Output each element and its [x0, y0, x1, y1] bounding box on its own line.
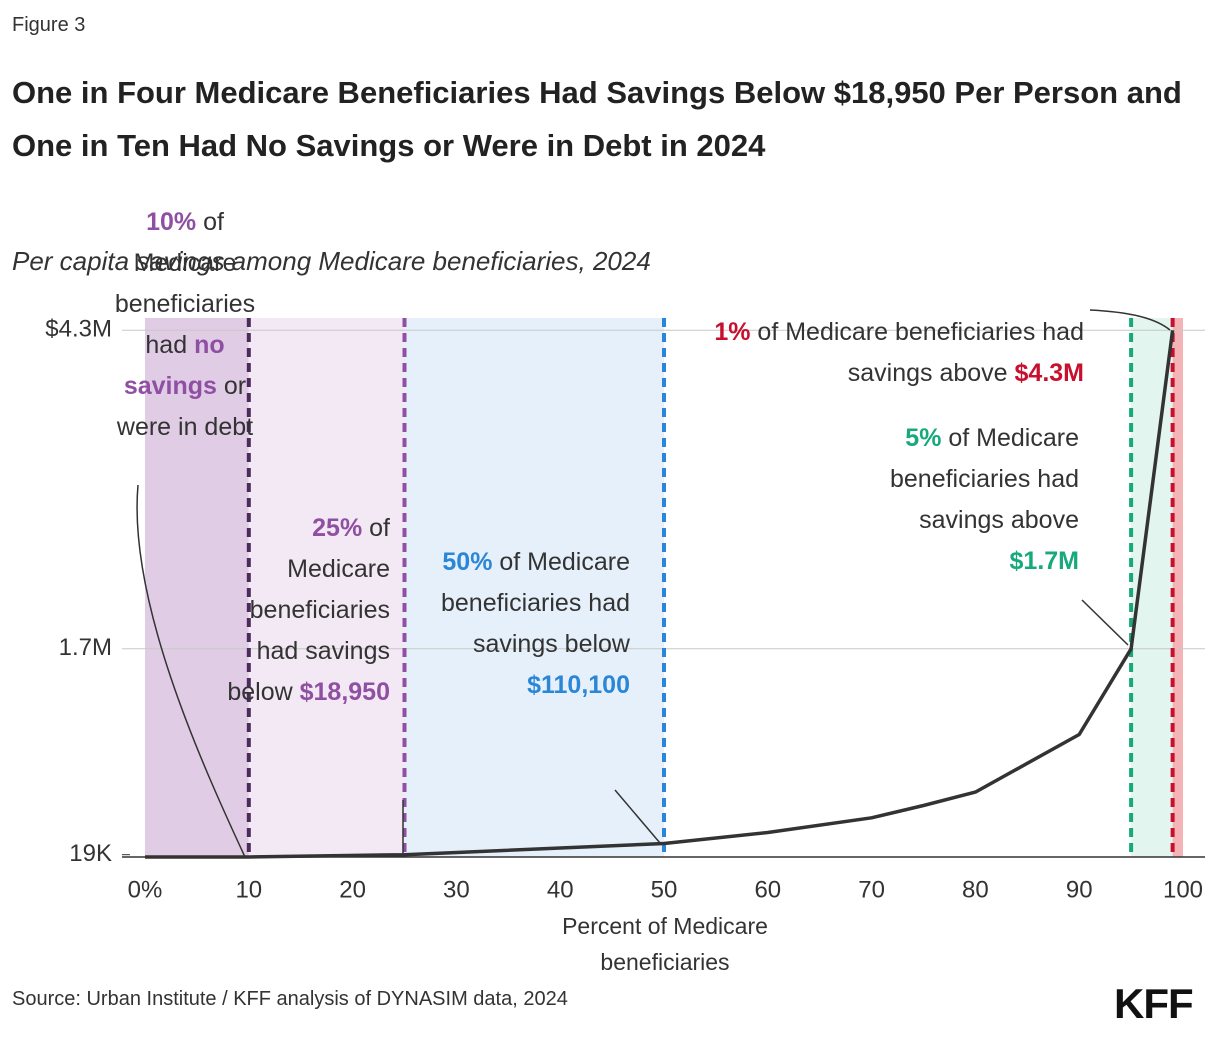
- annotation-highlight: 10%: [146, 208, 197, 236]
- leader-line: [1081, 599, 1129, 646]
- annotation-highlight: $1.7M: [1009, 547, 1079, 575]
- annotation-text: of Medicare beneficiaries had savings ab…: [889, 424, 1086, 534]
- x-tick-label: 70: [858, 876, 885, 903]
- annotation-highlight: $18,950: [299, 678, 390, 706]
- data-line: [145, 330, 1175, 859]
- shaded-band: [248, 318, 405, 857]
- source: Source: Urban Institute / KFF analysis o…: [12, 988, 568, 1010]
- leader-line: [614, 789, 661, 844]
- annotation-text: of Medicare beneficiaries had savings ab…: [750, 318, 1091, 387]
- annotation: 50% of Medicare beneficiaries had saving…: [425, 542, 630, 706]
- x-tick-label: 20: [339, 876, 366, 903]
- x-tick-label: 60: [754, 876, 781, 903]
- logo: KFF: [1114, 980, 1194, 1027]
- x-tick-label: 90: [1066, 876, 1093, 903]
- x-axis-label: Percent of Medicare beneficiaries: [562, 913, 768, 975]
- x-tick-label: 80: [962, 876, 989, 903]
- annotation: 5% of Medicare beneficiaries had savings…: [872, 418, 1079, 582]
- annotation-text: or were in debt: [116, 372, 254, 441]
- annotation-highlight: $110,100: [527, 671, 630, 699]
- leader-line: [136, 484, 246, 858]
- annotation-highlight: $4.3M: [1014, 359, 1084, 387]
- x-tick-label: 0%: [128, 876, 163, 903]
- annotation-text: of Medicare beneficiaries had savings be…: [227, 514, 397, 706]
- annotation: 10% of Medicare beneficiaries had no sav…: [100, 202, 270, 448]
- shaded-band: [145, 318, 249, 857]
- x-tick-label: 10: [235, 876, 262, 903]
- chart-subtitle: Per capita savings among Medicare benefi…: [12, 246, 651, 276]
- annotation: 25% of Medicare beneficiaries had saving…: [215, 508, 390, 713]
- annotation-text: of Medicare beneficiaries had: [114, 208, 263, 359]
- x-tick-label: 50: [651, 876, 678, 903]
- annotation-highlight: 5%: [905, 424, 942, 452]
- y-tick-label: $4.3M: [45, 316, 112, 343]
- x-tick-label: 30: [443, 876, 470, 903]
- annotation-highlight: 25%: [312, 514, 363, 542]
- annotation-highlight: 50%: [442, 548, 493, 576]
- shaded-band: [1172, 318, 1183, 857]
- y-tick-label: 19K: [69, 840, 112, 867]
- annotation-highlight: no savings: [123, 331, 232, 400]
- annotation-highlight: 1%: [714, 318, 751, 346]
- annotation: 1% of Medicare beneficiaries had savings…: [700, 312, 1084, 394]
- figure-label: Figure 3: [12, 14, 86, 36]
- x-tick-label: 100: [1163, 876, 1203, 903]
- leader-line: [1089, 309, 1171, 331]
- shaded-band: [404, 318, 664, 857]
- y-tick-label: 1.7M: [59, 634, 112, 661]
- annotation-text: of Medicare beneficiaries had savings be…: [440, 548, 637, 658]
- x-tick-label: 40: [547, 876, 574, 903]
- chart-title: One in Four Medicare Beneficiaries Had S…: [12, 75, 1182, 163]
